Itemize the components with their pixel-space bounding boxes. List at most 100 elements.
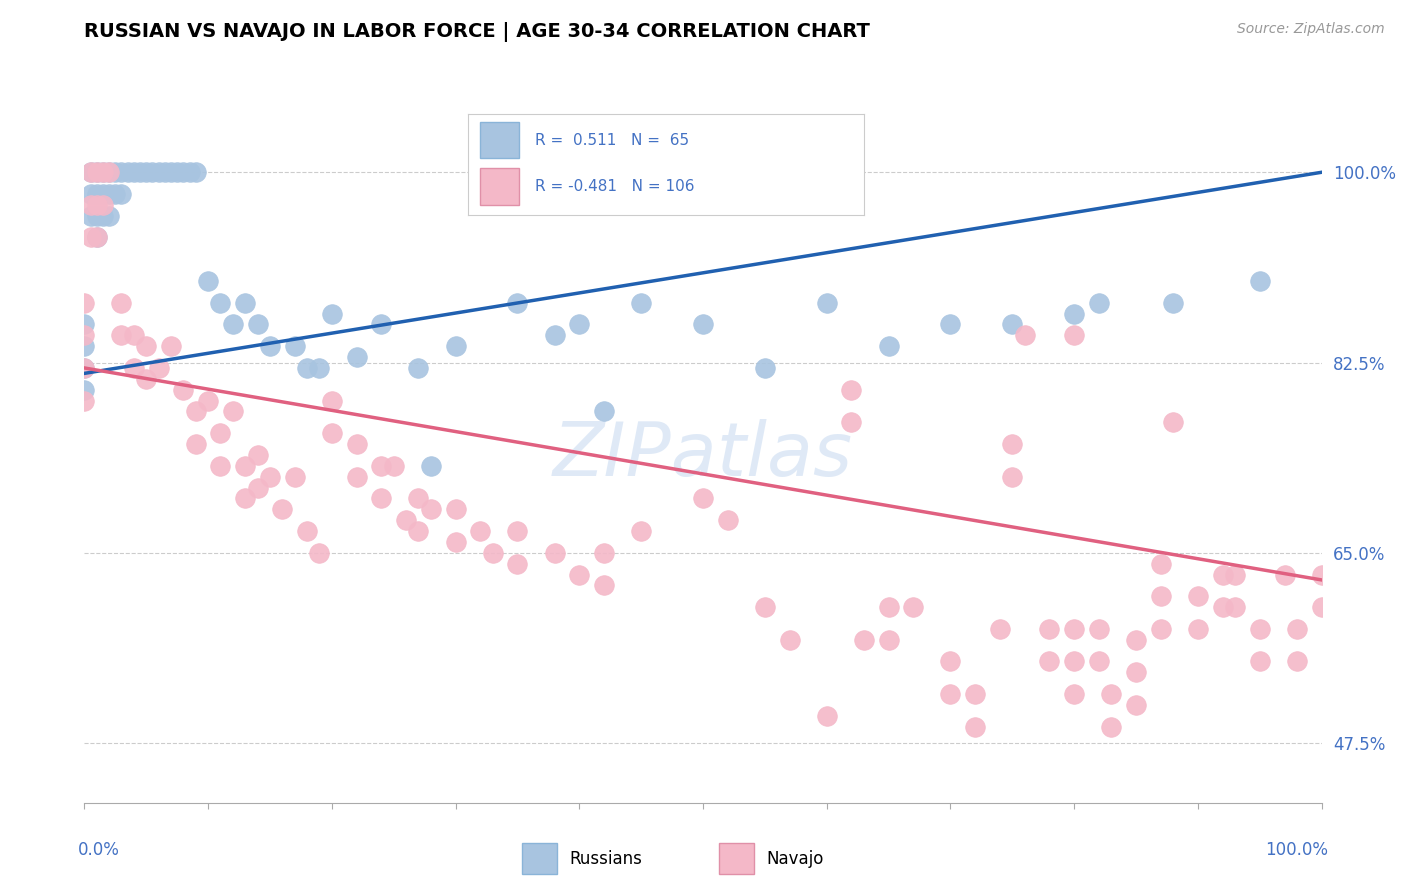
Point — [73, 328, 96, 343]
Point — [1014, 328, 1036, 343]
Point — [86, 230, 108, 244]
Point — [1125, 665, 1147, 680]
Point — [172, 383, 194, 397]
Point — [110, 328, 132, 343]
Point — [470, 524, 492, 538]
Point — [104, 187, 127, 202]
Point — [233, 458, 256, 473]
FancyBboxPatch shape — [522, 843, 557, 874]
Point — [1310, 567, 1333, 582]
Point — [630, 295, 652, 310]
Point — [444, 502, 467, 516]
Point — [630, 524, 652, 538]
Point — [1187, 589, 1209, 603]
Point — [408, 491, 430, 506]
Point — [73, 318, 96, 332]
Point — [153, 165, 176, 179]
Point — [295, 361, 318, 376]
Point — [965, 720, 987, 734]
Point — [259, 339, 281, 353]
Point — [209, 458, 232, 473]
Point — [1063, 687, 1085, 701]
Point — [308, 546, 330, 560]
Point — [1150, 557, 1173, 571]
Text: RUSSIAN VS NAVAJO IN LABOR FORCE | AGE 30-34 CORRELATION CHART: RUSSIAN VS NAVAJO IN LABOR FORCE | AGE 3… — [84, 22, 870, 42]
Point — [233, 295, 256, 310]
Point — [321, 307, 343, 321]
Point — [179, 165, 201, 179]
Point — [877, 339, 900, 353]
Point — [988, 622, 1011, 636]
Point — [444, 535, 467, 549]
Point — [91, 165, 114, 179]
Point — [1187, 622, 1209, 636]
Point — [233, 491, 256, 506]
Point — [135, 165, 157, 179]
Point — [284, 339, 307, 353]
Point — [1063, 622, 1085, 636]
Point — [1038, 655, 1060, 669]
Point — [877, 632, 900, 647]
Text: Navajo: Navajo — [766, 849, 824, 868]
Point — [506, 524, 529, 538]
Point — [160, 165, 183, 179]
Point — [815, 708, 838, 723]
Point — [346, 469, 368, 483]
Point — [86, 209, 108, 223]
Point — [259, 469, 281, 483]
Point — [79, 165, 101, 179]
Point — [692, 318, 714, 332]
Point — [321, 393, 343, 408]
Point — [382, 458, 405, 473]
Point — [543, 328, 565, 343]
Point — [73, 383, 96, 397]
Point — [841, 383, 863, 397]
Point — [1063, 328, 1085, 343]
Point — [543, 546, 565, 560]
Point — [160, 339, 183, 353]
Point — [506, 295, 529, 310]
Point — [877, 600, 900, 615]
Point — [1001, 318, 1024, 332]
Point — [166, 165, 188, 179]
Point — [141, 165, 163, 179]
Text: Source: ZipAtlas.com: Source: ZipAtlas.com — [1237, 22, 1385, 37]
Point — [91, 165, 114, 179]
Point — [1310, 600, 1333, 615]
Point — [593, 404, 616, 418]
Point — [86, 187, 108, 202]
Point — [1125, 698, 1147, 712]
Point — [1212, 600, 1234, 615]
Point — [184, 404, 207, 418]
Point — [1274, 567, 1296, 582]
Point — [110, 187, 132, 202]
Point — [506, 557, 529, 571]
Point — [939, 655, 962, 669]
Point — [91, 198, 114, 212]
Point — [308, 361, 330, 376]
Point — [110, 165, 132, 179]
Point — [73, 361, 96, 376]
Point — [754, 361, 776, 376]
Point — [73, 295, 96, 310]
Point — [91, 209, 114, 223]
Text: ZIPatlas: ZIPatlas — [553, 419, 853, 491]
Point — [91, 187, 114, 202]
Point — [73, 393, 96, 408]
Point — [1088, 295, 1111, 310]
Point — [98, 165, 121, 179]
Point — [129, 165, 152, 179]
Point — [1001, 469, 1024, 483]
Point — [370, 458, 392, 473]
Point — [184, 437, 207, 451]
Point — [903, 600, 925, 615]
Point — [1099, 720, 1122, 734]
Point — [184, 165, 207, 179]
Point — [122, 361, 145, 376]
Point — [408, 361, 430, 376]
Point — [117, 165, 139, 179]
Point — [841, 415, 863, 429]
Point — [692, 491, 714, 506]
Point — [1161, 415, 1184, 429]
Point — [104, 165, 127, 179]
